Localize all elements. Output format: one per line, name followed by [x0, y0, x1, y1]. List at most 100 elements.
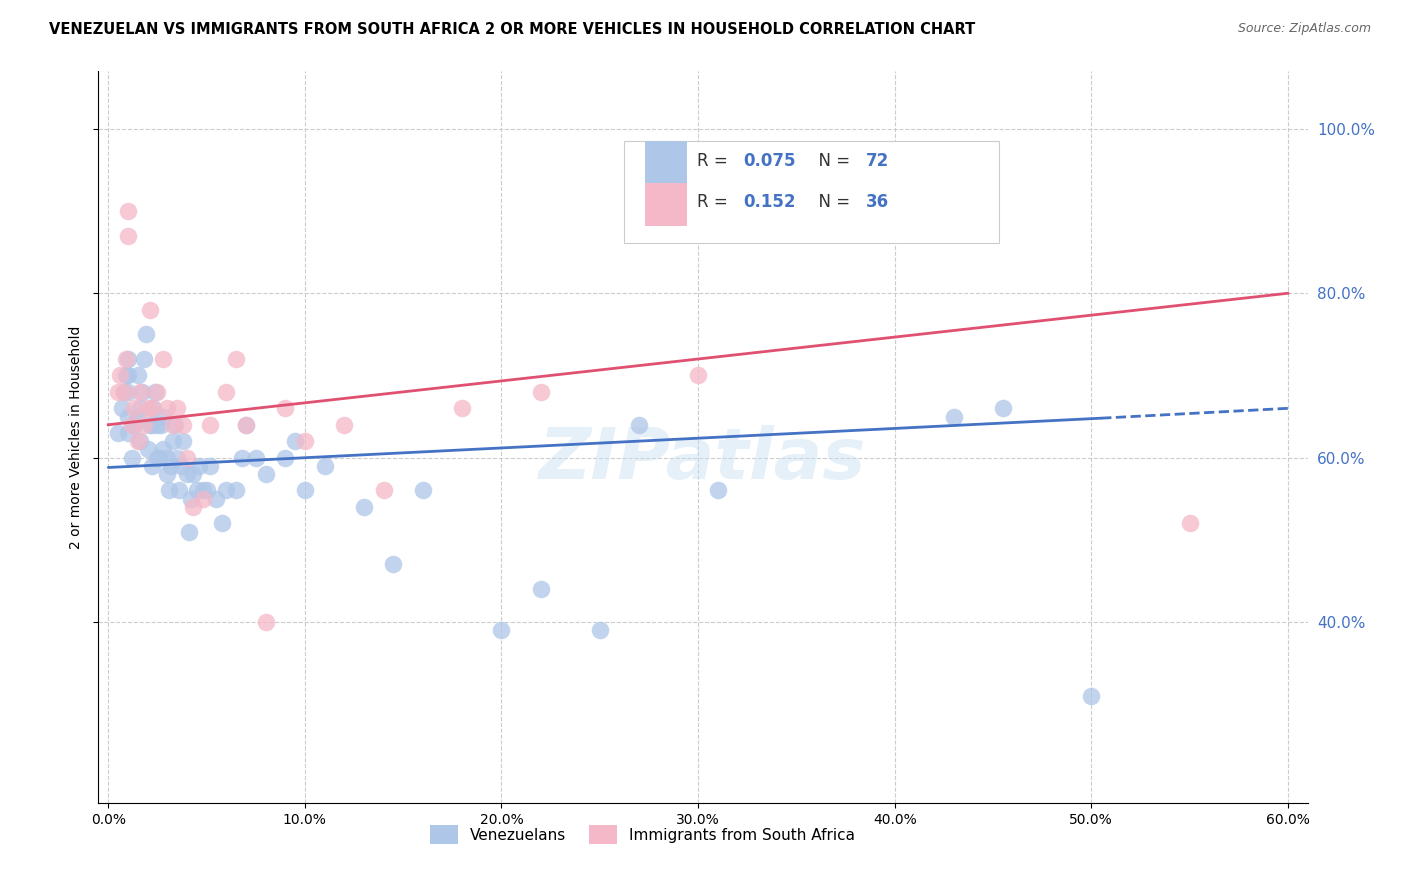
Point [215, 483, 238, 498]
Text: N =: N = [808, 152, 856, 169]
Point [112, 384, 135, 399]
Point [117, 368, 139, 383]
Point [145, 384, 167, 399]
Point [127, 409, 149, 424]
Point [215, 384, 238, 399]
Point [530, 582, 553, 596]
Point [353, 500, 375, 514]
Point [121, 450, 143, 465]
Point [136, 401, 159, 416]
Point [706, 483, 728, 498]
Point [165, 417, 187, 432]
Legend: Venezuelans, Immigrants from South Africa: Venezuelans, Immigrants from South Afric… [425, 819, 860, 850]
Point [132, 417, 155, 432]
Point [146, 417, 169, 432]
Point [382, 558, 405, 572]
Point [108, 368, 131, 383]
Point [451, 401, 474, 416]
Point [117, 351, 139, 366]
Point [991, 401, 1014, 416]
Point [115, 351, 138, 366]
Point [205, 491, 228, 506]
Point [127, 434, 149, 449]
Point [146, 384, 169, 399]
Point [211, 516, 233, 531]
Point [162, 417, 184, 432]
Point [122, 417, 145, 432]
Point [117, 204, 139, 219]
Point [254, 467, 277, 481]
Point [231, 450, 253, 465]
Text: ZIPatlas: ZIPatlas [540, 425, 866, 493]
Point [128, 434, 150, 449]
Point [172, 434, 194, 449]
Point [176, 467, 198, 481]
Point [128, 401, 150, 416]
Point [132, 351, 155, 366]
Point [491, 624, 513, 638]
Text: 36: 36 [866, 194, 890, 211]
Point [186, 483, 208, 498]
Point [135, 327, 157, 342]
Point [589, 624, 612, 638]
Point [111, 401, 134, 416]
FancyBboxPatch shape [624, 141, 1000, 244]
Text: R =: R = [697, 194, 733, 211]
Point [195, 483, 218, 498]
Point [117, 228, 139, 243]
Point [333, 417, 356, 432]
Point [530, 384, 553, 399]
Point [117, 409, 139, 424]
Point [152, 409, 174, 424]
Point [274, 401, 297, 416]
Point [235, 417, 257, 432]
Point [294, 483, 316, 498]
Point [181, 467, 204, 481]
Point [141, 458, 163, 473]
Point [294, 434, 316, 449]
Point [107, 425, 129, 440]
Point [200, 458, 222, 473]
Point [157, 483, 180, 498]
Point [235, 417, 257, 432]
Point [156, 401, 179, 416]
Point [146, 450, 169, 465]
Point [170, 458, 193, 473]
Point [128, 384, 150, 399]
FancyBboxPatch shape [645, 141, 688, 185]
Y-axis label: 2 or more Vehicles in Household: 2 or more Vehicles in Household [69, 326, 83, 549]
Point [254, 615, 277, 629]
Point [136, 442, 159, 457]
Point [180, 491, 202, 506]
Point [1178, 516, 1201, 531]
Point [167, 483, 190, 498]
FancyBboxPatch shape [645, 183, 688, 227]
Point [1080, 689, 1102, 703]
Point [166, 401, 188, 416]
Point [181, 500, 204, 514]
Point [141, 401, 163, 416]
Point [942, 409, 965, 424]
Point [148, 450, 170, 465]
Point [142, 401, 165, 416]
Point [191, 491, 214, 506]
Point [107, 384, 129, 399]
Point [150, 417, 173, 432]
Point [284, 434, 307, 449]
Point [121, 417, 143, 432]
Point [373, 483, 395, 498]
Point [628, 417, 651, 432]
Text: R =: R = [697, 152, 733, 169]
Point [117, 384, 139, 399]
Point [117, 425, 139, 440]
Text: 0.075: 0.075 [742, 152, 796, 169]
Point [172, 417, 194, 432]
Text: 72: 72 [866, 152, 890, 169]
Point [314, 458, 336, 473]
Point [141, 417, 163, 432]
Point [115, 368, 138, 383]
Point [138, 302, 160, 317]
Point [127, 368, 149, 383]
Point [152, 442, 174, 457]
Point [200, 417, 222, 432]
